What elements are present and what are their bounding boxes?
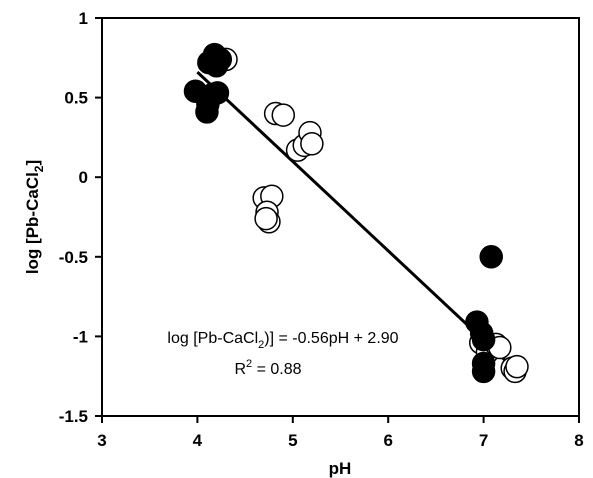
x-tick-label: 5 xyxy=(288,431,297,450)
regression-line-group xyxy=(196,71,519,373)
equation-annotation: log [Pb-CaCl2)] = -0.56pH + 2.90 xyxy=(167,330,398,351)
x-tick-label: 3 xyxy=(97,431,106,450)
r2-sup: 2 xyxy=(246,358,252,370)
filled-data-point xyxy=(471,359,496,384)
equation-sub: 2 xyxy=(258,339,264,351)
x-tick-label: 6 xyxy=(383,431,392,450)
filled-data-point xyxy=(479,245,503,269)
tick-marks xyxy=(95,17,580,423)
x-axis-label: pH xyxy=(329,459,352,478)
y-tick-label: -1 xyxy=(73,327,88,346)
y-axis-label-sub: 2 xyxy=(32,165,46,172)
y-tick-label: 1 xyxy=(79,9,88,28)
data-points xyxy=(183,42,529,384)
filled-data-point xyxy=(471,327,496,352)
x-tick-label: 7 xyxy=(479,431,488,450)
plot-area xyxy=(101,17,580,417)
x-tick-label: 8 xyxy=(574,431,583,450)
y-axis-label-main: log [Pb-CaCl xyxy=(23,172,42,274)
open-data-point xyxy=(505,354,529,379)
y-axis-label: log [Pb-CaCl2] xyxy=(23,160,46,274)
r2-annotation: R2 = 0.88 xyxy=(234,358,301,378)
equation-prefix: log [Pb-CaCl xyxy=(167,330,258,347)
r2-suffix: = 0.88 xyxy=(252,361,301,378)
y-tick-label: -0.5 xyxy=(59,248,88,267)
equation-suffix: )] = -0.56pH + 2.90 xyxy=(264,330,398,347)
y-tick-label: 0.5 xyxy=(64,89,88,108)
open-data-point xyxy=(254,206,278,231)
open-data-point xyxy=(271,103,296,127)
regression-line xyxy=(196,71,519,373)
y-axis-label-close: ] xyxy=(23,160,42,166)
tick-labels: 3 4 5 6 7 8 1 0.5 0 -0.5 -1 -1.5 xyxy=(59,9,584,450)
filled-data-point xyxy=(204,54,229,78)
plot-frame xyxy=(101,17,580,417)
open-data-point xyxy=(300,132,324,156)
filled-data-point xyxy=(195,100,219,124)
r2-prefix: R xyxy=(234,361,246,378)
y-tick-label: -1.5 xyxy=(59,407,88,426)
x-tick-label: 4 xyxy=(193,431,203,450)
y-tick-label: 0 xyxy=(79,168,88,187)
